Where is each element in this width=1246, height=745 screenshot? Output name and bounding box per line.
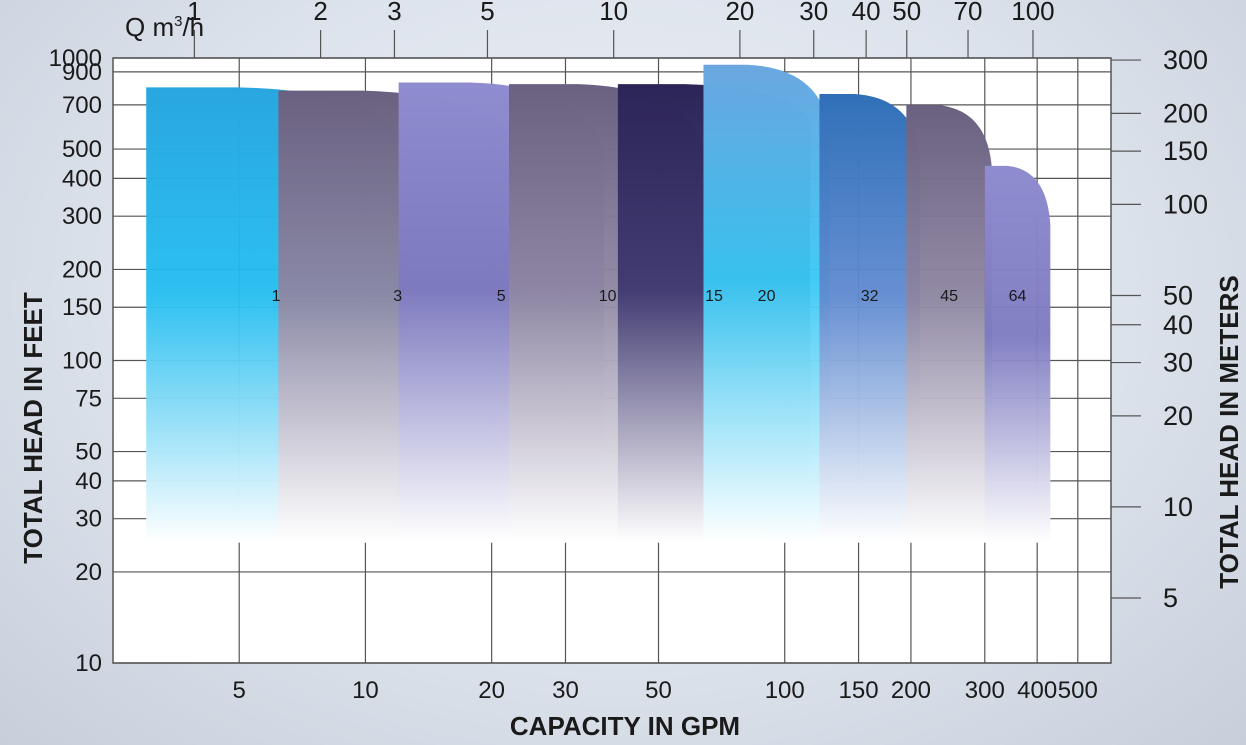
curve-45 xyxy=(906,104,992,543)
y-left-tick-300: 300 xyxy=(62,203,102,230)
y-left-tick-700: 700 xyxy=(62,92,102,119)
y-right-tick-10: 10 xyxy=(1163,492,1193,522)
y-right-tick-150: 150 xyxy=(1163,136,1208,166)
x-top-tick-3: 3 xyxy=(387,0,401,26)
curve-label-32: 32 xyxy=(861,288,879,305)
plot-frame xyxy=(112,57,1112,664)
curve-label-3: 3 xyxy=(393,288,402,305)
y-left-tick-50: 50 xyxy=(75,439,102,466)
curve-label-10: 10 xyxy=(599,288,617,305)
x-bottom-tick-300: 300 xyxy=(965,677,1005,704)
y-left-tick-30: 30 xyxy=(75,506,102,533)
y-right-tick-20: 20 xyxy=(1163,401,1193,431)
x-top-tick-1: 1 xyxy=(187,0,201,26)
y-left-tick-20: 20 xyxy=(75,559,102,586)
x-top-tick-50: 50 xyxy=(892,0,921,26)
curve-label-1: 1 xyxy=(272,288,281,305)
x-top-tick-10: 10 xyxy=(599,0,628,26)
y-right-tick-100: 100 xyxy=(1163,189,1208,219)
x-bottom-tick-200: 200 xyxy=(891,677,931,704)
x-top-tick-labels: 1 2 3 5 10 20 30 40 50 70 100 xyxy=(187,0,1055,58)
x-bottom-axis-title: CAPACITY IN GPM xyxy=(510,711,740,741)
x-bottom-tick-100: 100 xyxy=(765,677,805,704)
y-right-tick-5: 5 xyxy=(1163,583,1178,613)
y-right-tick-30: 30 xyxy=(1163,348,1193,378)
y-left-tick-900: 900 xyxy=(62,59,102,86)
x-bottom-tick-150: 150 xyxy=(839,677,879,704)
y-left-tick-400: 400 xyxy=(62,165,102,192)
y-left-tick-200: 200 xyxy=(62,256,102,283)
y-right-tick-300: 300 xyxy=(1163,45,1208,75)
y-left-tick-75: 75 xyxy=(75,385,102,412)
y-left-tick-40: 40 xyxy=(75,468,102,495)
x-top-tick-70: 70 xyxy=(954,0,983,26)
curve-label-64: 64 xyxy=(1009,288,1027,305)
y-left-tick-1000: 1000 xyxy=(49,45,102,72)
curve-32 xyxy=(819,94,920,543)
x-bottom-tick-20: 20 xyxy=(478,677,505,704)
y-right-axis-title: TOTAL HEAD IN METERS xyxy=(1214,275,1244,588)
x-top-tick-20: 20 xyxy=(725,0,754,26)
x-top-tick-2: 2 xyxy=(313,0,327,26)
curve-label-20: 20 xyxy=(758,288,776,305)
x-bottom-tick-400: 400 xyxy=(1017,677,1057,704)
x-bottom-tick-500: 500 xyxy=(1058,677,1098,704)
curve-label-45: 45 xyxy=(940,288,958,305)
x-top-axis-title: Q m3/h xyxy=(125,12,204,42)
x-top-tick-100: 100 xyxy=(1011,0,1054,26)
y-left-tick-10: 10 xyxy=(75,650,102,677)
curve-labels: 1 3 5 10 15 20 32 45 64 xyxy=(272,288,1027,305)
x-top-tick-30: 30 xyxy=(799,0,828,26)
curve-label-15: 15 xyxy=(705,288,723,305)
x-bottom-tick-labels: 5 10 20 30 50 100 150 200 300 400 500 xyxy=(233,677,1098,704)
y-left-tick-150: 150 xyxy=(62,294,102,321)
curve-64 xyxy=(984,165,1051,543)
y-left-tick-500: 500 xyxy=(62,136,102,163)
x-bottom-tick-10: 10 xyxy=(352,677,379,704)
curve-20 xyxy=(703,64,830,543)
y-left-tick-100: 100 xyxy=(62,348,102,375)
x-top-tick-5: 5 xyxy=(480,0,494,26)
performance-curves xyxy=(146,64,1051,543)
x-top-tick-40: 40 xyxy=(852,0,881,26)
curve-label-5: 5 xyxy=(497,288,506,305)
x-bottom-tick-5: 5 xyxy=(233,677,246,704)
x-bottom-tick-50: 50 xyxy=(645,677,672,704)
y-left-axis-title: TOTAL HEAD IN FEET xyxy=(18,292,48,564)
y-right-tick-50: 50 xyxy=(1163,280,1193,310)
y-right-tick-40: 40 xyxy=(1163,310,1193,340)
y-right-tick-200: 200 xyxy=(1163,98,1208,128)
x-bottom-tick-30: 30 xyxy=(552,677,579,704)
